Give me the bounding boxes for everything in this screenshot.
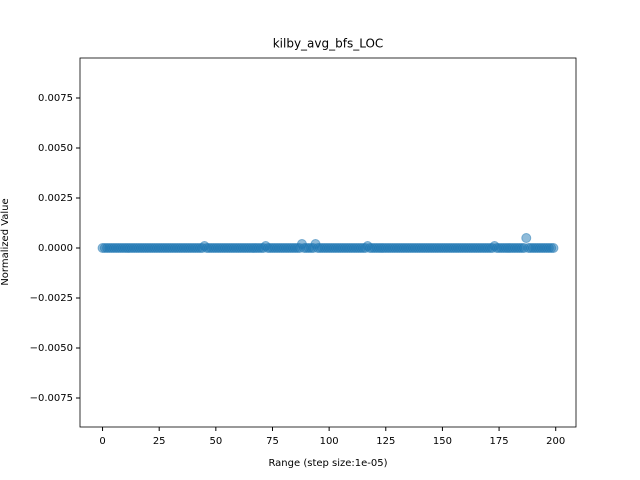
y-tick-label: −0.0025 (30, 293, 73, 304)
x-axis-label: Range (step size:1e-05) (268, 458, 387, 469)
x-tick-label: 175 (490, 436, 509, 447)
chart-title: kilby_avg_bfs_LOC (273, 37, 384, 51)
y-tick-label: 0.0075 (38, 93, 73, 104)
x-tick-label: 0 (99, 436, 105, 447)
y-tick-label: −0.0050 (30, 343, 73, 354)
x-tick-label: 125 (376, 436, 395, 447)
y-tick-label: 0.0050 (38, 143, 73, 154)
point (521, 233, 532, 243)
x-tick-label: 50 (209, 436, 222, 447)
point (548, 243, 559, 253)
x-tick-label: 100 (320, 436, 339, 447)
x-tick-label: 200 (546, 436, 565, 447)
x-tick-label: 150 (433, 436, 452, 447)
y-tick-label: 0.0025 (38, 193, 73, 204)
x-tick-label: 25 (153, 436, 166, 447)
y-axis-label: Normalized Value (0, 198, 11, 285)
plot-frame (79, 57, 577, 428)
y-tick-label: −0.0075 (30, 393, 73, 404)
x-tick-label: 75 (266, 436, 279, 447)
y-tick-label: 0.0000 (38, 243, 73, 254)
